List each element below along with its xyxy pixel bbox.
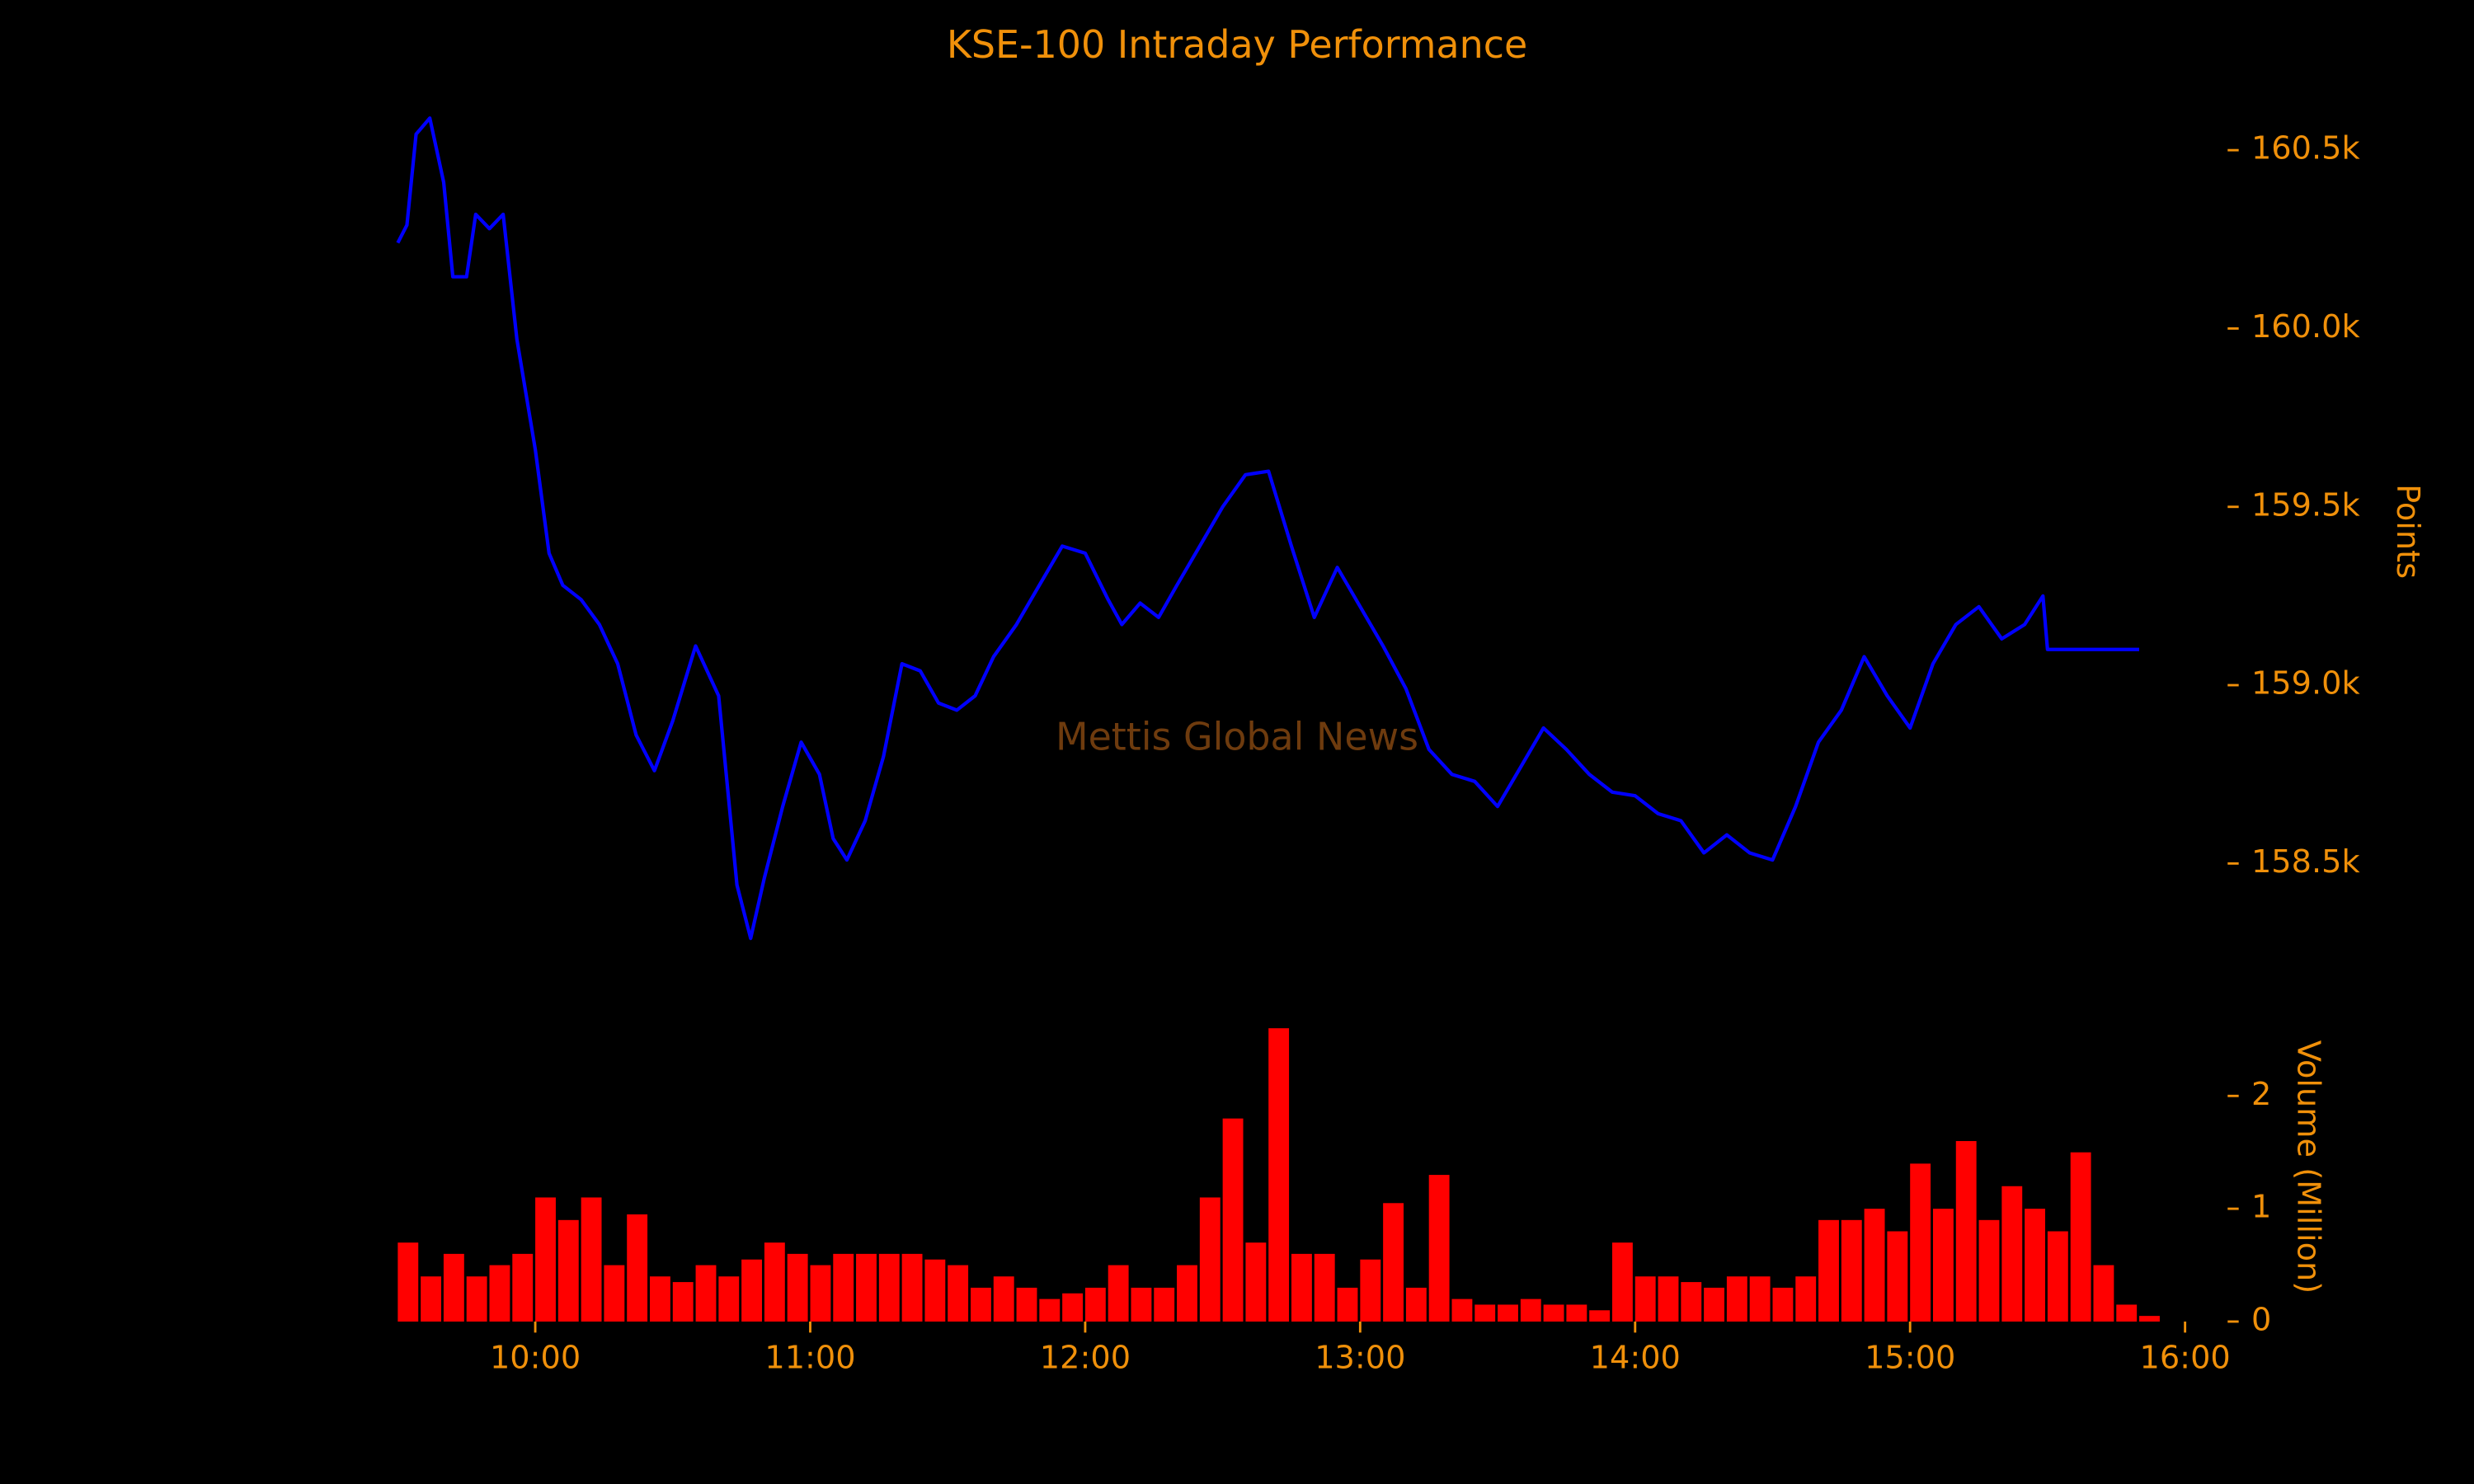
volume-bar (1726, 1276, 1747, 1322)
volume-bar (1704, 1287, 1724, 1322)
volume-bar (397, 1242, 419, 1322)
volume-bar (557, 1219, 579, 1322)
y-tick-label: 160.5k (2251, 130, 2361, 167)
volume-bar (856, 1253, 877, 1322)
y-tick-label: 1 (2251, 1189, 2271, 1226)
volume-bar (512, 1253, 534, 1322)
volume-bar (627, 1214, 648, 1322)
volume-bar (1566, 1304, 1587, 1322)
x-tick-label: 16:00 (2140, 1339, 2231, 1376)
volume-bar (1864, 1209, 1885, 1322)
volume-bar (1795, 1276, 1817, 1322)
y-tick-label: 159.5k (2251, 486, 2361, 524)
volume-bar (466, 1276, 487, 1322)
y-tick-label: 160.0k (2251, 308, 2361, 345)
y-tick-label: 0 (2251, 1301, 2271, 1338)
volume-bar (1589, 1310, 1611, 1322)
volume-bar (1749, 1276, 1771, 1322)
volume-bar (1314, 1253, 1335, 1322)
volume-bar (1222, 1118, 1244, 1322)
volume-bar (695, 1265, 717, 1322)
volume-bar (2025, 1209, 2045, 1322)
volume-bar (1108, 1265, 1129, 1322)
y-axis-label: Volume (Million) (2289, 1040, 2326, 1294)
volume-bar (2001, 1186, 2023, 1322)
x-tick-label: 12:00 (1040, 1339, 1131, 1376)
volume-bar (2047, 1231, 2068, 1322)
volume-bar (421, 1276, 442, 1322)
volume-bar (1611, 1242, 1633, 1322)
volume-bar (1337, 1287, 1358, 1322)
volume-bar (604, 1265, 625, 1322)
x-tick-label: 13:00 (1315, 1339, 1405, 1376)
y-tick-label: 2 (2251, 1076, 2271, 1113)
volume-bar (1658, 1276, 1679, 1322)
volume-bar (833, 1253, 854, 1322)
volume-bar (1543, 1304, 1564, 1322)
watermark: Mettis Global News (1056, 715, 1418, 759)
volume-bar (1291, 1253, 1312, 1322)
volume-bar (787, 1253, 808, 1322)
volume-bar (1383, 1203, 1404, 1322)
volume-bar (489, 1265, 510, 1322)
volume-bar (1475, 1304, 1496, 1322)
volume-bar (1932, 1209, 1954, 1322)
volume-bar (1131, 1287, 1152, 1322)
volume-bar (1199, 1197, 1221, 1322)
volume-bar (1451, 1298, 1473, 1322)
volume-bar (1520, 1298, 1541, 1322)
volume-bar (1039, 1298, 1061, 1322)
volume-bar (1772, 1287, 1794, 1322)
volume-bar (878, 1253, 900, 1322)
x-tick-label: 10:00 (490, 1339, 581, 1376)
volume-bar (1955, 1141, 1977, 1322)
volume-bar (535, 1197, 556, 1322)
x-tick-label: 15:00 (1865, 1339, 1955, 1376)
volume-bar (1498, 1304, 1518, 1322)
volume-bar (1887, 1231, 1908, 1322)
volume-bar (1978, 1219, 2000, 1322)
volume-bar (718, 1276, 740, 1322)
volume-bar (948, 1265, 969, 1322)
y-axis-label: Points (2389, 484, 2426, 579)
volume-bar (1818, 1219, 1839, 1322)
volume-bar (2093, 1265, 2114, 1322)
volume-bar (2070, 1152, 2091, 1322)
y-tick-label: 158.5k (2251, 843, 2361, 881)
volume-bar (1177, 1265, 1197, 1322)
volume-bar (901, 1253, 923, 1322)
volume-bar (1910, 1163, 1931, 1322)
chart-title: KSE-100 Intraday Performance (947, 22, 1527, 67)
volume-bar (1084, 1287, 1106, 1322)
volume-bar (1841, 1219, 1862, 1322)
price-line (396, 116, 2139, 941)
volume-bar (2116, 1304, 2138, 1322)
volume-bar (924, 1259, 946, 1322)
volume-bar (2139, 1316, 2160, 1322)
volume-bar (1062, 1293, 1084, 1322)
volume-bar (649, 1276, 670, 1322)
volume-bar (970, 1287, 991, 1322)
volume-bar (764, 1242, 785, 1322)
volume-bar (1154, 1287, 1175, 1322)
volume-bar (993, 1276, 1014, 1322)
volume-bar (1405, 1287, 1427, 1322)
volume-bar (741, 1259, 763, 1322)
volume-bar (672, 1282, 694, 1322)
volume-bar (1634, 1276, 1656, 1322)
volume-bar (1245, 1242, 1267, 1322)
x-tick-label: 11:00 (764, 1339, 855, 1376)
volume-bar (1428, 1175, 1450, 1322)
volume-bar (1360, 1259, 1381, 1322)
volume-bar (1268, 1028, 1290, 1322)
volume-bar (1016, 1287, 1037, 1322)
volume-bar (581, 1197, 602, 1322)
y-tick-label: 159.0k (2251, 665, 2361, 702)
x-tick-label: 14:00 (1590, 1339, 1681, 1376)
volume-bar (443, 1253, 464, 1322)
volume-bar (810, 1265, 831, 1322)
volume-bar (1681, 1282, 1702, 1322)
